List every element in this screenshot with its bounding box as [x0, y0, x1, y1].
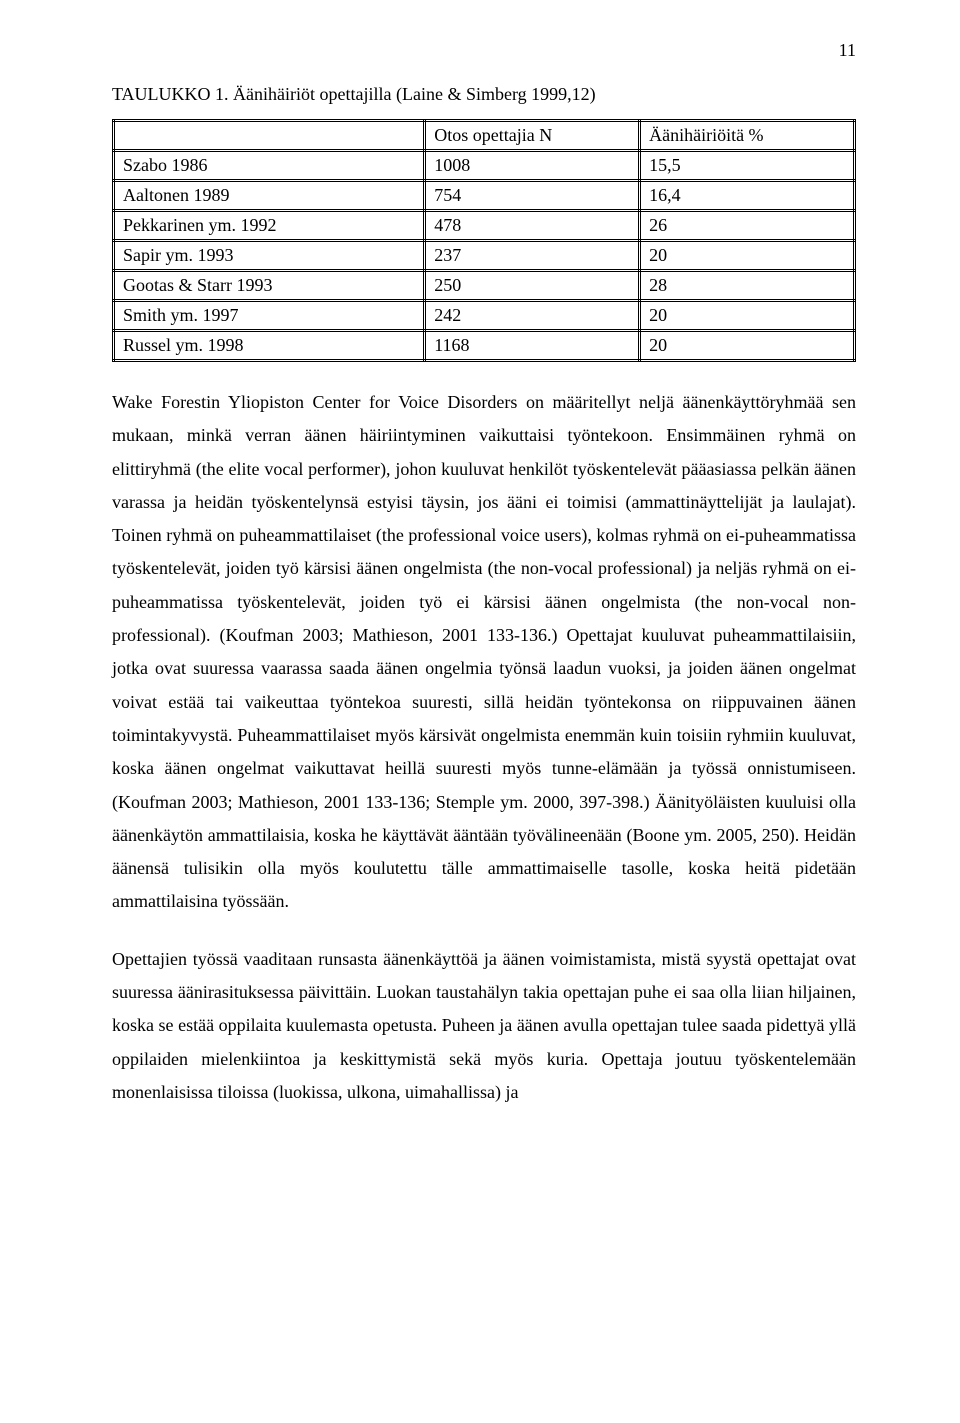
row-n: 1008 — [425, 151, 640, 181]
col-aani: Äänihäiriöitä % — [640, 121, 855, 151]
table-title: TAULUKKO 1. Äänihäiriöt opettajilla (Lai… — [112, 84, 856, 105]
document-page: 11 TAULUKKO 1. Äänihäiriöt opettajilla (… — [0, 0, 960, 1423]
row-label: Pekkarinen ym. 1992 — [114, 211, 425, 241]
row-pct: 20 — [640, 241, 855, 271]
row-n: 237 — [425, 241, 640, 271]
row-pct: 26 — [640, 211, 855, 241]
table-row: Russel ym. 1998 1168 20 — [114, 331, 855, 361]
row-n: 1168 — [425, 331, 640, 361]
table-row: Sapir ym. 1993 237 20 — [114, 241, 855, 271]
row-label: Smith ym. 1997 — [114, 301, 425, 331]
table-row: Smith ym. 1997 242 20 — [114, 301, 855, 331]
body-paragraph-1: Wake Forestin Yliopiston Center for Voic… — [112, 386, 856, 919]
body-paragraph-2: Opettajien työssä vaaditaan runsasta ään… — [112, 943, 856, 1109]
row-n: 250 — [425, 271, 640, 301]
data-table: Otos opettajia N Äänihäiriöitä % Szabo 1… — [112, 119, 856, 362]
row-n: 242 — [425, 301, 640, 331]
table-row: Pekkarinen ym. 1992 478 26 — [114, 211, 855, 241]
table-row: Gootas & Starr 1993 250 28 — [114, 271, 855, 301]
row-label: Gootas & Starr 1993 — [114, 271, 425, 301]
row-pct: 15,5 — [640, 151, 855, 181]
row-label: Aaltonen 1989 — [114, 181, 425, 211]
col-blank — [114, 121, 425, 151]
table-row: Aaltonen 1989 754 16,4 — [114, 181, 855, 211]
row-pct: 16,4 — [640, 181, 855, 211]
row-n: 754 — [425, 181, 640, 211]
row-pct: 20 — [640, 331, 855, 361]
row-pct: 20 — [640, 301, 855, 331]
row-n: 478 — [425, 211, 640, 241]
table-row: Szabo 1986 1008 15,5 — [114, 151, 855, 181]
col-otos: Otos opettajia N — [425, 121, 640, 151]
row-label: Szabo 1986 — [114, 151, 425, 181]
page-number: 11 — [839, 40, 856, 61]
row-label: Sapir ym. 1993 — [114, 241, 425, 271]
row-label: Russel ym. 1998 — [114, 331, 425, 361]
row-pct: 28 — [640, 271, 855, 301]
table-header-row: Otos opettajia N Äänihäiriöitä % — [114, 121, 855, 151]
